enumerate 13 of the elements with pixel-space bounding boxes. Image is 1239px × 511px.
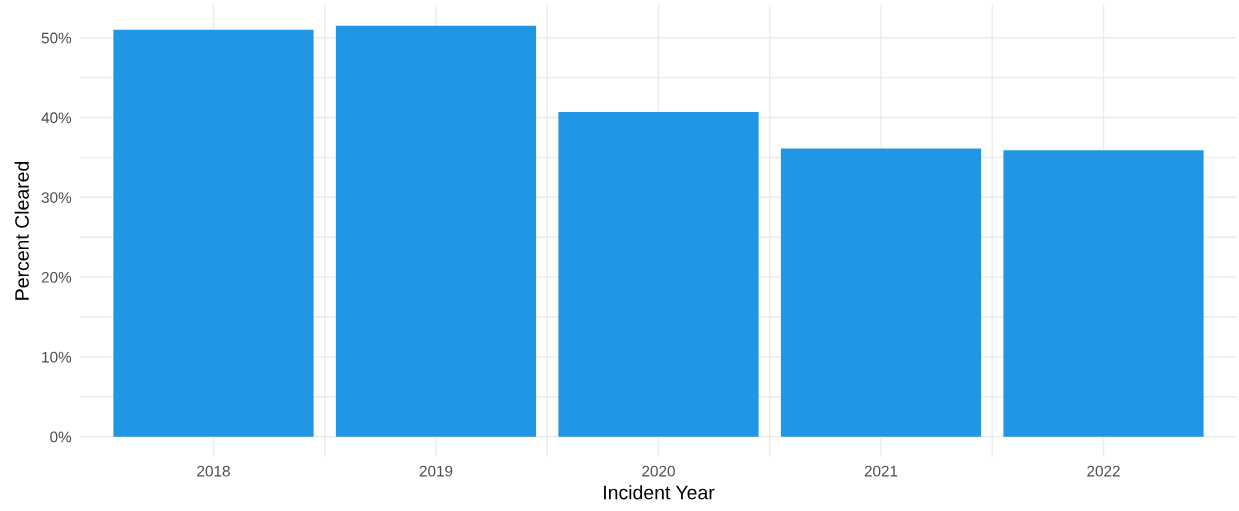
x-tick-label: 2022 [1087,465,1120,477]
x-tick-label: 2018 [197,465,230,477]
y-tick-label: 0% [50,431,72,443]
y-tick-label: 50% [41,32,72,44]
y-tick-label: 30% [41,192,72,203]
y-tick-label: 20% [41,271,72,283]
x-tick-label: 2021 [864,465,898,477]
y-axis-title: Percent Cleared [14,161,29,300]
x-tick-label: 2020 [642,465,675,477]
y-tick-label: 40% [41,112,72,124]
x-axis-title: Incident Year [604,485,715,500]
x-tick-label: 2019 [419,465,453,477]
y-tick-label: 10% [42,351,72,363]
